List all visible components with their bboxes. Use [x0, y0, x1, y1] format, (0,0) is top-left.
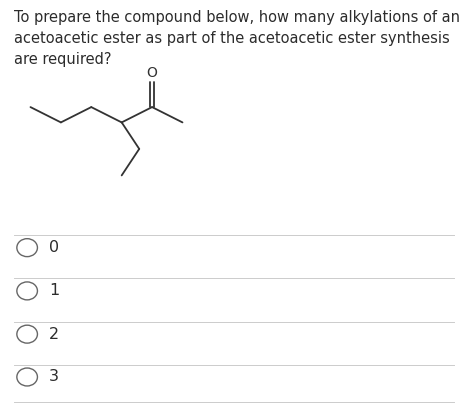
Text: 3: 3 [49, 370, 59, 384]
Text: 1: 1 [49, 284, 59, 298]
Text: O: O [146, 66, 158, 80]
Text: 0: 0 [49, 240, 59, 255]
Text: To prepare the compound below, how many alkylations of an
acetoacetic ester as p: To prepare the compound below, how many … [14, 10, 460, 67]
Text: 2: 2 [49, 327, 59, 341]
